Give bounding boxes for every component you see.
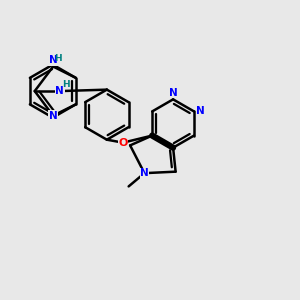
Text: N: N <box>169 88 178 98</box>
Text: N: N <box>49 55 58 65</box>
Text: N: N <box>56 86 64 96</box>
Text: N: N <box>49 111 58 121</box>
Text: O: O <box>118 138 128 148</box>
Text: H: H <box>54 54 61 63</box>
Text: H: H <box>62 80 69 89</box>
Text: N: N <box>196 106 205 116</box>
Text: N: N <box>140 168 149 178</box>
